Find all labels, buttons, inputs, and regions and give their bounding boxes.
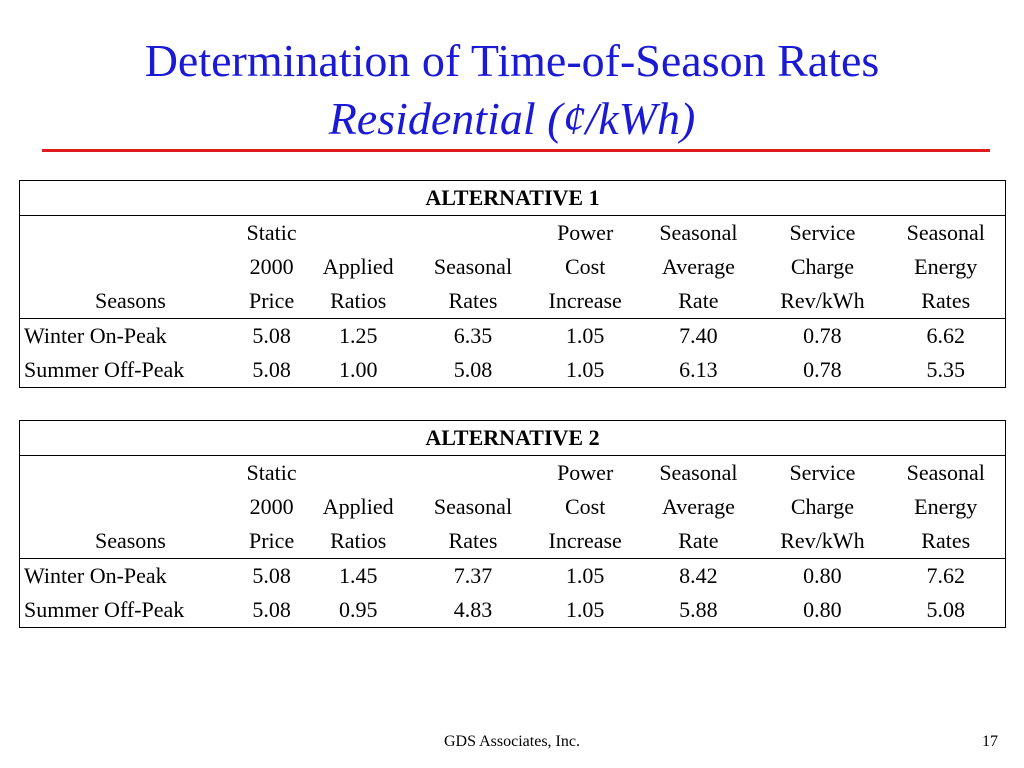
column-header: Rates <box>448 528 498 553</box>
value-cell: 1.00 <box>302 353 415 388</box>
column-header: Static <box>240 455 303 490</box>
value-cell: 1.05 <box>531 558 639 593</box>
table-heading: ALTERNATIVE 1 <box>19 180 1006 216</box>
column-header <box>18 215 241 250</box>
column-header <box>18 490 241 524</box>
column-header <box>302 215 415 250</box>
value-cell: 0.78 <box>758 353 887 388</box>
table-row: Winter On-Peak 5.08 1.25 6.35 1.05 7.40 … <box>18 318 1007 353</box>
value-cell: 8.42 <box>638 558 759 593</box>
column-header <box>414 215 532 250</box>
column-header: Rev/kWh <box>780 288 865 313</box>
column-header: Seasonal <box>433 254 513 279</box>
column-header: Rate <box>678 288 719 313</box>
column-header: Seasons <box>18 284 241 319</box>
column-header: Power <box>531 455 639 490</box>
column-header: Price <box>249 288 295 313</box>
value-cell: 0.80 <box>758 593 887 628</box>
column-header <box>302 455 415 490</box>
column-header: Seasonal <box>433 494 513 519</box>
column-header: Seasonal <box>886 215 1007 250</box>
column-header: Seasonal <box>638 455 759 490</box>
season-cell: Summer Off-Peak <box>18 353 241 388</box>
value-cell: 6.13 <box>638 353 759 388</box>
value-cell: 5.08 <box>414 353 532 388</box>
season-cell: Winter On-Peak <box>18 558 241 593</box>
column-header: Applied <box>322 254 394 279</box>
value-cell: 1.05 <box>531 318 639 353</box>
column-header: Power <box>531 215 639 250</box>
column-header: Charge <box>790 254 854 279</box>
column-header: Cost <box>565 494 606 519</box>
column-header: 2000 <box>249 254 294 279</box>
title-divider <box>42 149 990 152</box>
column-header: Average <box>661 254 735 279</box>
table-heading: ALTERNATIVE 2 <box>19 420 1006 456</box>
value-cell: 1.25 <box>302 318 415 353</box>
value-cell: 5.08 <box>886 593 1007 628</box>
alternative-2-table: ALTERNATIVE 2 Static Power Seasonal Serv… <box>18 420 1007 628</box>
column-header <box>414 455 532 490</box>
table-row: Summer Off-Peak 5.08 1.00 5.08 1.05 6.13… <box>18 353 1007 388</box>
value-cell: 6.62 <box>886 318 1007 353</box>
table-row: Summer Off-Peak 5.08 0.95 4.83 1.05 5.88… <box>18 593 1007 628</box>
alternative-1-table: ALTERNATIVE 1 Static Power Seasonal Serv… <box>18 180 1007 388</box>
value-cell: 0.95 <box>302 593 415 628</box>
value-cell: 6.35 <box>414 318 532 353</box>
column-header: Price <box>249 528 295 553</box>
column-header: Average <box>661 494 735 519</box>
column-header: Rates <box>886 524 1007 559</box>
value-cell: 5.35 <box>886 353 1007 388</box>
value-cell: 1.05 <box>531 353 639 388</box>
column-header: Cost <box>565 254 606 279</box>
column-header: Seasonal <box>638 215 759 250</box>
value-cell: 4.83 <box>414 593 532 628</box>
column-header <box>18 250 241 284</box>
column-header: Seasonal <box>886 455 1007 490</box>
page-number: 17 <box>982 733 998 750</box>
value-cell: 5.08 <box>240 593 303 628</box>
value-cell: 1.05 <box>531 593 639 628</box>
column-header: 2000 <box>249 494 294 519</box>
column-header: Service <box>758 215 887 250</box>
column-header: Increase <box>548 288 622 313</box>
value-cell: 5.88 <box>638 593 759 628</box>
column-header: Static <box>240 215 303 250</box>
column-header <box>18 455 241 490</box>
column-header: Service <box>758 455 887 490</box>
value-cell: 5.08 <box>240 558 303 593</box>
value-cell: 0.78 <box>758 318 887 353</box>
column-header: Ratios <box>330 288 387 313</box>
column-header: Energy <box>886 250 1007 284</box>
footer-text: GDS Associates, Inc. <box>444 733 580 750</box>
column-header: Charge <box>790 494 854 519</box>
column-header: Ratios <box>330 528 387 553</box>
column-header: Rate <box>678 528 719 553</box>
column-header: Seasons <box>18 524 241 559</box>
column-header: Rates <box>886 284 1007 319</box>
value-cell: 7.37 <box>414 558 532 593</box>
column-header: Rev/kWh <box>780 528 865 553</box>
season-cell: Winter On-Peak <box>18 318 241 353</box>
value-cell: 7.62 <box>886 558 1007 593</box>
value-cell: 0.80 <box>758 558 887 593</box>
column-header: Energy <box>886 490 1007 524</box>
column-header: Applied <box>322 494 394 519</box>
value-cell: 1.45 <box>302 558 415 593</box>
slide-subtitle: Residential (¢/kWh) <box>328 93 696 144</box>
slide-title: Determination of Time-of-Season Rates <box>144 35 880 86</box>
value-cell: 7.40 <box>638 318 759 353</box>
column-header: Rates <box>448 288 498 313</box>
season-cell: Summer Off-Peak <box>18 593 241 628</box>
value-cell: 5.08 <box>240 353 303 388</box>
value-cell: 5.08 <box>240 318 303 353</box>
table-row: Winter On-Peak 5.08 1.45 7.37 1.05 8.42 … <box>18 558 1007 593</box>
column-header: Increase <box>548 528 622 553</box>
